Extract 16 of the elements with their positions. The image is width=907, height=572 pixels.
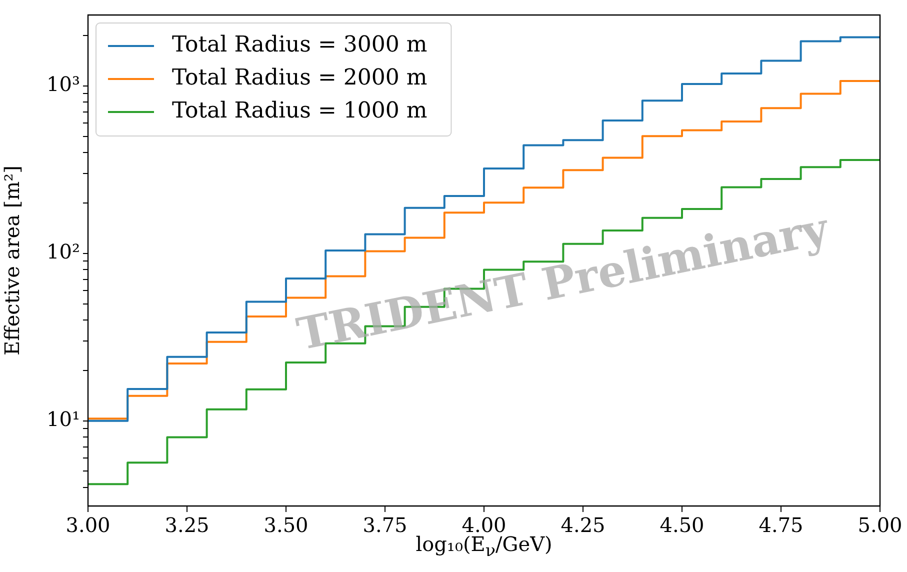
x-tick-label: 3.50 <box>264 513 308 538</box>
x-tick-label: 4.75 <box>758 513 804 538</box>
x-tick-label: 4.25 <box>560 513 606 538</box>
legend-label: Total Radius = 2000 m <box>172 66 428 91</box>
x-tick-label: 3.75 <box>362 513 408 538</box>
y-tick-label: 10¹ <box>46 407 80 432</box>
legend-label: Total Radius = 3000 m <box>172 32 428 58</box>
x-tick-label: 4.50 <box>660 513 704 538</box>
y-axis-title: Effective area [m²] <box>0 166 24 356</box>
x-tick-label: 5.00 <box>858 513 902 538</box>
legend-label: Total Radius = 1000 m <box>172 98 428 124</box>
y-tick-label: 10³ <box>46 72 80 96</box>
x-tick-label: 3.00 <box>66 513 110 538</box>
x-axis-title: log₁₀(E$_{ν}$/GeV) <box>416 532 552 560</box>
y-tick-label: 10² <box>46 240 80 264</box>
x-tick-label: 3.25 <box>164 513 210 538</box>
